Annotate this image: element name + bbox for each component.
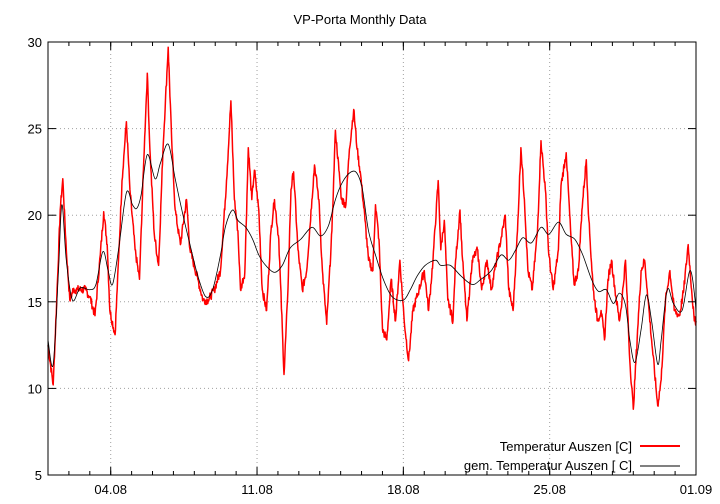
plot-frame xyxy=(47,41,697,476)
legend-label-mean-temperature: gem. Temperatur Auszen [ C] xyxy=(464,458,632,473)
legend-label-temperature: Temperatur Auszen [C] xyxy=(500,439,632,454)
x-tick-label: 01.09 xyxy=(680,482,713,497)
y-axis: 5 10 15 20 25 30 xyxy=(28,35,696,483)
x-tick-label: 18.08 xyxy=(387,482,420,497)
y-tick-label: 20 xyxy=(28,208,42,223)
x-tick-label: 25.08 xyxy=(533,482,566,497)
series-line-temperature xyxy=(47,46,697,410)
x-tick-label: 04.08 xyxy=(94,482,127,497)
y-tick-label: 5 xyxy=(35,468,42,483)
x-tick-label: 11.08 xyxy=(241,482,273,497)
x-axis: 04.08 11.08 18.08 25.08 01.09 xyxy=(68,42,713,497)
y-tick-label: 25 xyxy=(28,122,42,137)
y-tick-label: 15 xyxy=(28,295,42,310)
series-layer xyxy=(47,46,697,410)
y-tick-label: 30 xyxy=(28,35,42,50)
legend: Temperatur Auszen [C] gem. Temperatur Au… xyxy=(464,439,680,473)
chart-title: VP-Porta Monthly Data xyxy=(294,12,428,27)
grid xyxy=(48,42,696,475)
series-line-mean-temperature xyxy=(47,143,697,368)
y-tick-label: 10 xyxy=(28,381,42,396)
